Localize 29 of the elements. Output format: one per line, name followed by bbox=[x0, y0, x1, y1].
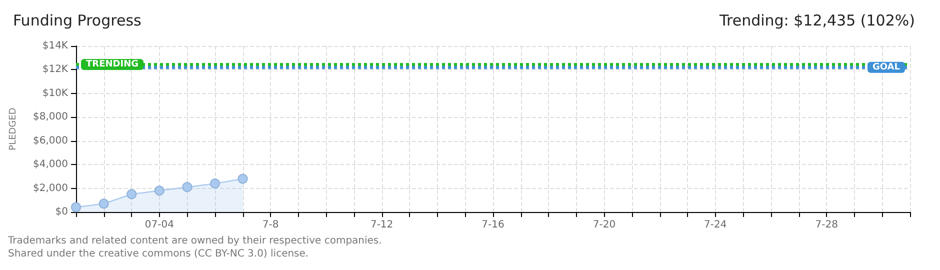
x-tick-label: 7-12 bbox=[370, 220, 394, 230]
chart-subtitle: Trending: $12,435 (102%) bbox=[718, 12, 916, 30]
point bbox=[238, 174, 248, 184]
x-tick-label: 7-28 bbox=[815, 220, 838, 230]
ref-line-label: GOAL bbox=[872, 62, 900, 72]
x-tick-label: 07-04 bbox=[144, 220, 174, 230]
point bbox=[154, 186, 164, 196]
y-tick-label: $4,000 bbox=[33, 159, 68, 170]
ref-line-label: TRENDING bbox=[86, 60, 138, 70]
point bbox=[98, 198, 109, 209]
x-tick-label: 7-20 bbox=[592, 220, 616, 230]
x-tick-label: 7-8 bbox=[262, 220, 279, 230]
x-tick-label: 7-16 bbox=[482, 220, 504, 230]
point bbox=[210, 178, 220, 189]
y-tick-label: $0 bbox=[55, 206, 68, 218]
point bbox=[71, 202, 81, 212]
y-tick-label: $2,000 bbox=[33, 182, 68, 194]
y-tick-label: $6,000 bbox=[33, 135, 68, 146]
chart-title: Funding Progress bbox=[13, 12, 142, 30]
y-tick-label: $8,000 bbox=[33, 112, 68, 123]
y-tick-label: $12K bbox=[42, 64, 68, 76]
x-tick-label: 7-24 bbox=[704, 220, 727, 230]
point bbox=[182, 182, 192, 192]
point bbox=[126, 189, 137, 200]
text: Shared under the creative commons (CC BY-NC 3.0) license. bbox=[8, 248, 309, 260]
y-tick-label: $10K bbox=[42, 88, 68, 99]
y-tick-label: $14K bbox=[42, 40, 68, 52]
y-axis-title: PLEDGED bbox=[8, 108, 18, 150]
text: Trademarks and related content are owned by their respective companies. bbox=[7, 236, 382, 246]
